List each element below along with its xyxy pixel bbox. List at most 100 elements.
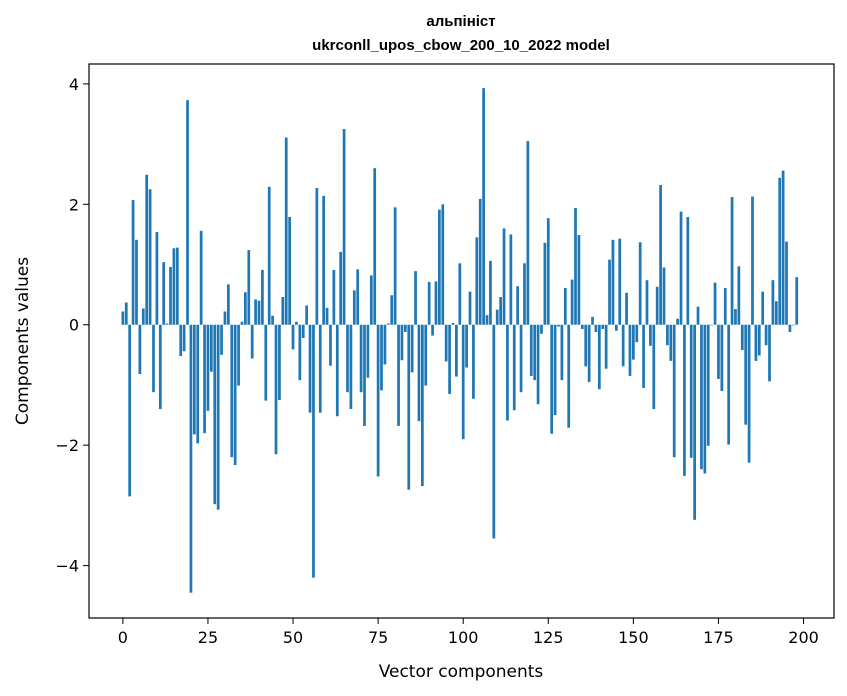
bar [546, 218, 550, 325]
bar [577, 235, 581, 325]
bar [281, 297, 285, 325]
bar [397, 324, 400, 426]
bar [591, 316, 594, 325]
x-tick-label: 100 [448, 628, 479, 647]
bar [233, 324, 237, 466]
bar [618, 238, 622, 325]
bar [189, 324, 193, 593]
bar [438, 209, 441, 325]
bar [444, 324, 448, 362]
bar [165, 323, 169, 325]
bar [478, 198, 482, 325]
x-tick-label: 125 [533, 628, 564, 647]
bar [734, 309, 737, 325]
bar [403, 324, 407, 332]
bar [332, 269, 336, 325]
bar [774, 301, 778, 325]
bar [740, 324, 744, 351]
bar [175, 247, 179, 325]
bar [186, 100, 189, 325]
bar [666, 324, 669, 346]
bar [791, 324, 795, 326]
bar [216, 324, 220, 510]
bar [730, 197, 734, 325]
bar [203, 324, 206, 434]
bar [662, 267, 666, 325]
bar [124, 302, 128, 325]
bar [329, 324, 332, 366]
x-tick-label: 75 [368, 628, 388, 647]
chart-title-line2: ukrconll_upos_cbow_200_10_2022 model [312, 37, 610, 54]
bar [700, 324, 703, 470]
bar [152, 324, 155, 393]
bar [380, 324, 383, 391]
bar [213, 324, 217, 505]
bar [264, 324, 268, 401]
bar [128, 324, 132, 497]
bar [584, 324, 588, 367]
bar [267, 186, 271, 325]
bar [172, 248, 176, 325]
bar [669, 324, 673, 361]
bar [781, 170, 785, 325]
bar [557, 324, 560, 327]
bar [414, 271, 417, 325]
bar [706, 324, 710, 446]
bar [649, 324, 652, 346]
bar [424, 324, 428, 386]
bar [495, 309, 499, 325]
bar [672, 324, 676, 458]
bar [563, 288, 567, 325]
bar [312, 324, 315, 578]
bar [717, 324, 720, 379]
bar [223, 311, 227, 325]
bar [720, 324, 724, 391]
bar [570, 279, 574, 325]
bar [458, 263, 462, 325]
bar [434, 281, 438, 325]
bar [386, 323, 390, 325]
bar [560, 324, 564, 381]
bar [597, 324, 601, 390]
bar [499, 297, 502, 325]
bar [145, 174, 149, 325]
bar [686, 216, 690, 325]
bar [567, 324, 571, 428]
bar [455, 324, 458, 377]
bar [512, 324, 516, 411]
bar [645, 280, 649, 325]
bar [356, 269, 360, 325]
bar [237, 324, 240, 386]
bar [363, 324, 366, 426]
bar [169, 266, 172, 325]
bar [553, 324, 557, 416]
bar [594, 324, 598, 332]
bar [369, 275, 373, 325]
bar [141, 308, 145, 325]
bar [417, 324, 421, 422]
bar [441, 204, 445, 325]
bar [206, 324, 210, 411]
plot-frame [88, 63, 835, 619]
bar [703, 324, 707, 474]
bar [301, 324, 305, 338]
y-tick-label: −2 [55, 436, 79, 455]
bar [723, 288, 727, 325]
bar [393, 207, 397, 325]
bar [448, 324, 451, 394]
bar [652, 324, 656, 410]
bar [315, 188, 319, 325]
bar [611, 239, 615, 325]
bar [162, 262, 166, 325]
bar [247, 250, 251, 325]
y-tick-label: 4 [69, 75, 79, 94]
bar [754, 324, 758, 361]
x-axis-label: Vector components [379, 662, 544, 682]
bar [322, 195, 326, 325]
bar [257, 300, 261, 325]
bar [683, 324, 686, 476]
bars-group [121, 88, 799, 593]
bar [278, 324, 281, 401]
bar [220, 324, 223, 355]
